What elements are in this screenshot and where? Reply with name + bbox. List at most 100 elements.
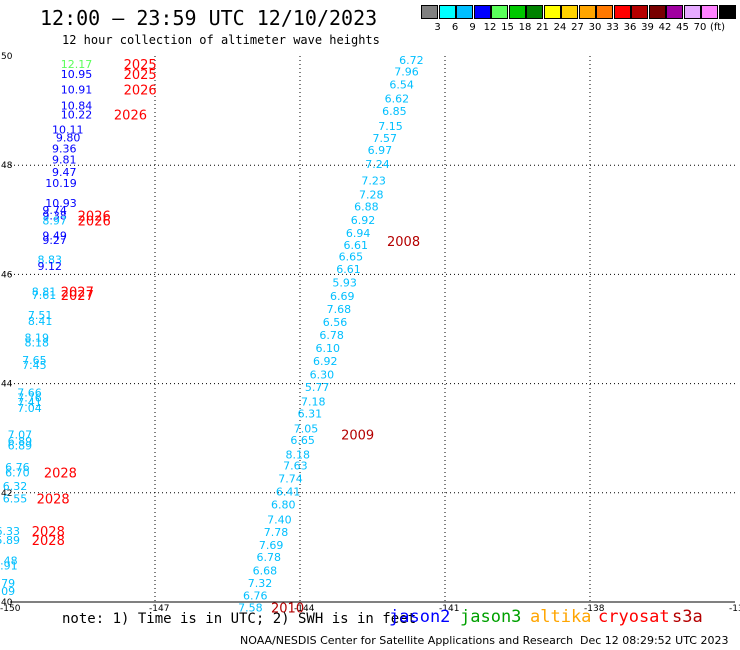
wave-height-label: 7.57 [373,132,398,145]
color-scale-tick-label: 15 [501,22,514,33]
wave-height-label: 8.41 [28,315,52,328]
color-scale-swatch [456,5,473,19]
wave-height-label: 6.68 [253,564,278,577]
note-text: note: 1) Time is in UTC; 2) SWH is in fe… [62,611,417,627]
wave-height-label: 6.97 [368,144,393,157]
time-label: 2028 [32,534,65,549]
wave-height-label: 6.31 [298,408,323,421]
wave-height-label: 8.19 [25,332,50,345]
wave-height-label: 6.33 [0,525,20,538]
time-label: 2025 [124,68,157,83]
wave-height-label: 7.96 [394,65,419,78]
color-scale-swatch [421,5,438,19]
color-scale-swatch [683,5,701,19]
satellite-jason2: jason2 [389,607,451,627]
wave-height-label: 6.72 [399,54,424,67]
wave-height-label: 6.69 [330,290,355,303]
time-label: 2026 [124,83,157,98]
color-scale-tick-label: 18 [518,22,532,33]
time-label: 2028 [44,467,77,482]
color-scale-swatch [543,5,561,19]
time-label: 2028 [32,525,65,540]
color-scale-tick-label: (ft) [709,22,726,33]
wave-height-label: 6.61 [344,239,369,252]
wave-height-label: 6.41 [276,486,301,499]
chart-subtitle: 12 hour collection of altimeter wave hei… [62,33,380,47]
wave-height-label: 6.76 [243,589,268,602]
x-tick-label: -135 [729,604,740,614]
wave-height-label: 7.18 [301,396,326,409]
wave-height-label: 10.95 [61,68,93,81]
wave-height-label: 7.76 [17,391,42,404]
wave-height-label: 7.07 [8,428,32,441]
wave-height-label: 9.49 [42,230,66,243]
wave-height-label: 7.24 [365,158,390,171]
wave-height-label: 9.38 [42,209,66,222]
satellite-jason3: jason3 [460,607,522,627]
wave-height-label: 10.19 [45,177,77,190]
wave-height-label: 6.85 [382,105,407,118]
wave-height-label: 10.22 [61,108,93,121]
wave-height-label: 6.65 [339,250,364,263]
wave-height-label: 7.32 [248,577,272,590]
wave-height-label: 6.62 [385,93,410,106]
color-scale-tick-label: 30 [588,22,602,33]
color-scale-swatch [631,5,648,19]
wave-height-label: 6.92 [313,355,338,368]
time-label: 2009 [341,428,374,443]
wave-height-label: 5.93 [332,277,357,290]
wave-height-label: 6.65 [290,434,315,447]
wave-height-label: 7.23 [361,174,386,187]
satellite-cryosat: cryosat [598,607,670,627]
time-label: 2027 [61,285,94,300]
time-label: 2026 [78,209,111,224]
wave-height-label: 7.63 [283,460,308,473]
y-tick-label: 48 [1,161,13,171]
x-tick-label: -141 [439,604,459,614]
time-label: 2026 [114,108,147,123]
color-scale-tick-label: 3 [434,22,441,33]
x-tick-label: -138 [584,604,605,614]
x-tick-label: -147 [149,604,169,614]
color-scale-swatch [648,5,666,19]
wave-height-label: 9.80 [56,131,81,144]
wave-height-label: 9.36 [52,142,77,155]
color-scale-swatch [491,5,508,19]
color-scale-swatch [596,5,613,19]
wave-height-label: 7.66 [17,386,42,399]
wave-height-label: 6.80 [271,498,296,511]
wave-height-label: 7.74 [278,473,303,486]
wave-height-label: 6.54 [389,78,414,91]
satellite-altika: altika [530,607,592,627]
wave-height-label: 6.30 [310,368,335,381]
wave-height-label: 7.69 [259,539,284,552]
y-tick-label: 46 [1,270,13,280]
wave-height-label: 6.78 [319,329,344,342]
color-scale-tick-label: 45 [676,22,689,33]
time-label: 2026 [78,214,111,229]
color-scale-swatch [526,5,543,19]
color-scale-tick-label: 36 [623,22,637,33]
wave-height-label: 7.61 [32,289,57,302]
wave-height-label: 6.94 [346,227,371,240]
wave-height-label: 8.83 [38,254,63,267]
wave-height-label: 6.89 [8,439,32,452]
wave-height-label: 8.18 [286,449,311,462]
time-label: 2008 [387,235,420,250]
color-scale-tick-label: 27 [571,22,584,33]
color-scale-tick-label: 21 [536,22,549,33]
time-label: 2025 [124,58,157,73]
wave-height-label: 6.55 [3,492,28,505]
wave-height-label: 8.81 [32,285,57,298]
wave-height-label: 6.61 [336,263,361,276]
y-tick-label: 40 [1,598,13,608]
color-scale-swatch [438,5,456,19]
time-label: 2027 [61,289,94,304]
chart-title: 12:00 – 23:59 UTC 12/10/2023 [40,6,378,30]
wave-height-label: 8.18 [25,337,50,350]
wave-height-label: 7.05 [294,422,319,435]
wave-height-label: 7.45 [22,359,47,372]
wave-height-label: 6.78 [257,551,282,564]
wave-height-label: 7.28 [359,189,384,202]
